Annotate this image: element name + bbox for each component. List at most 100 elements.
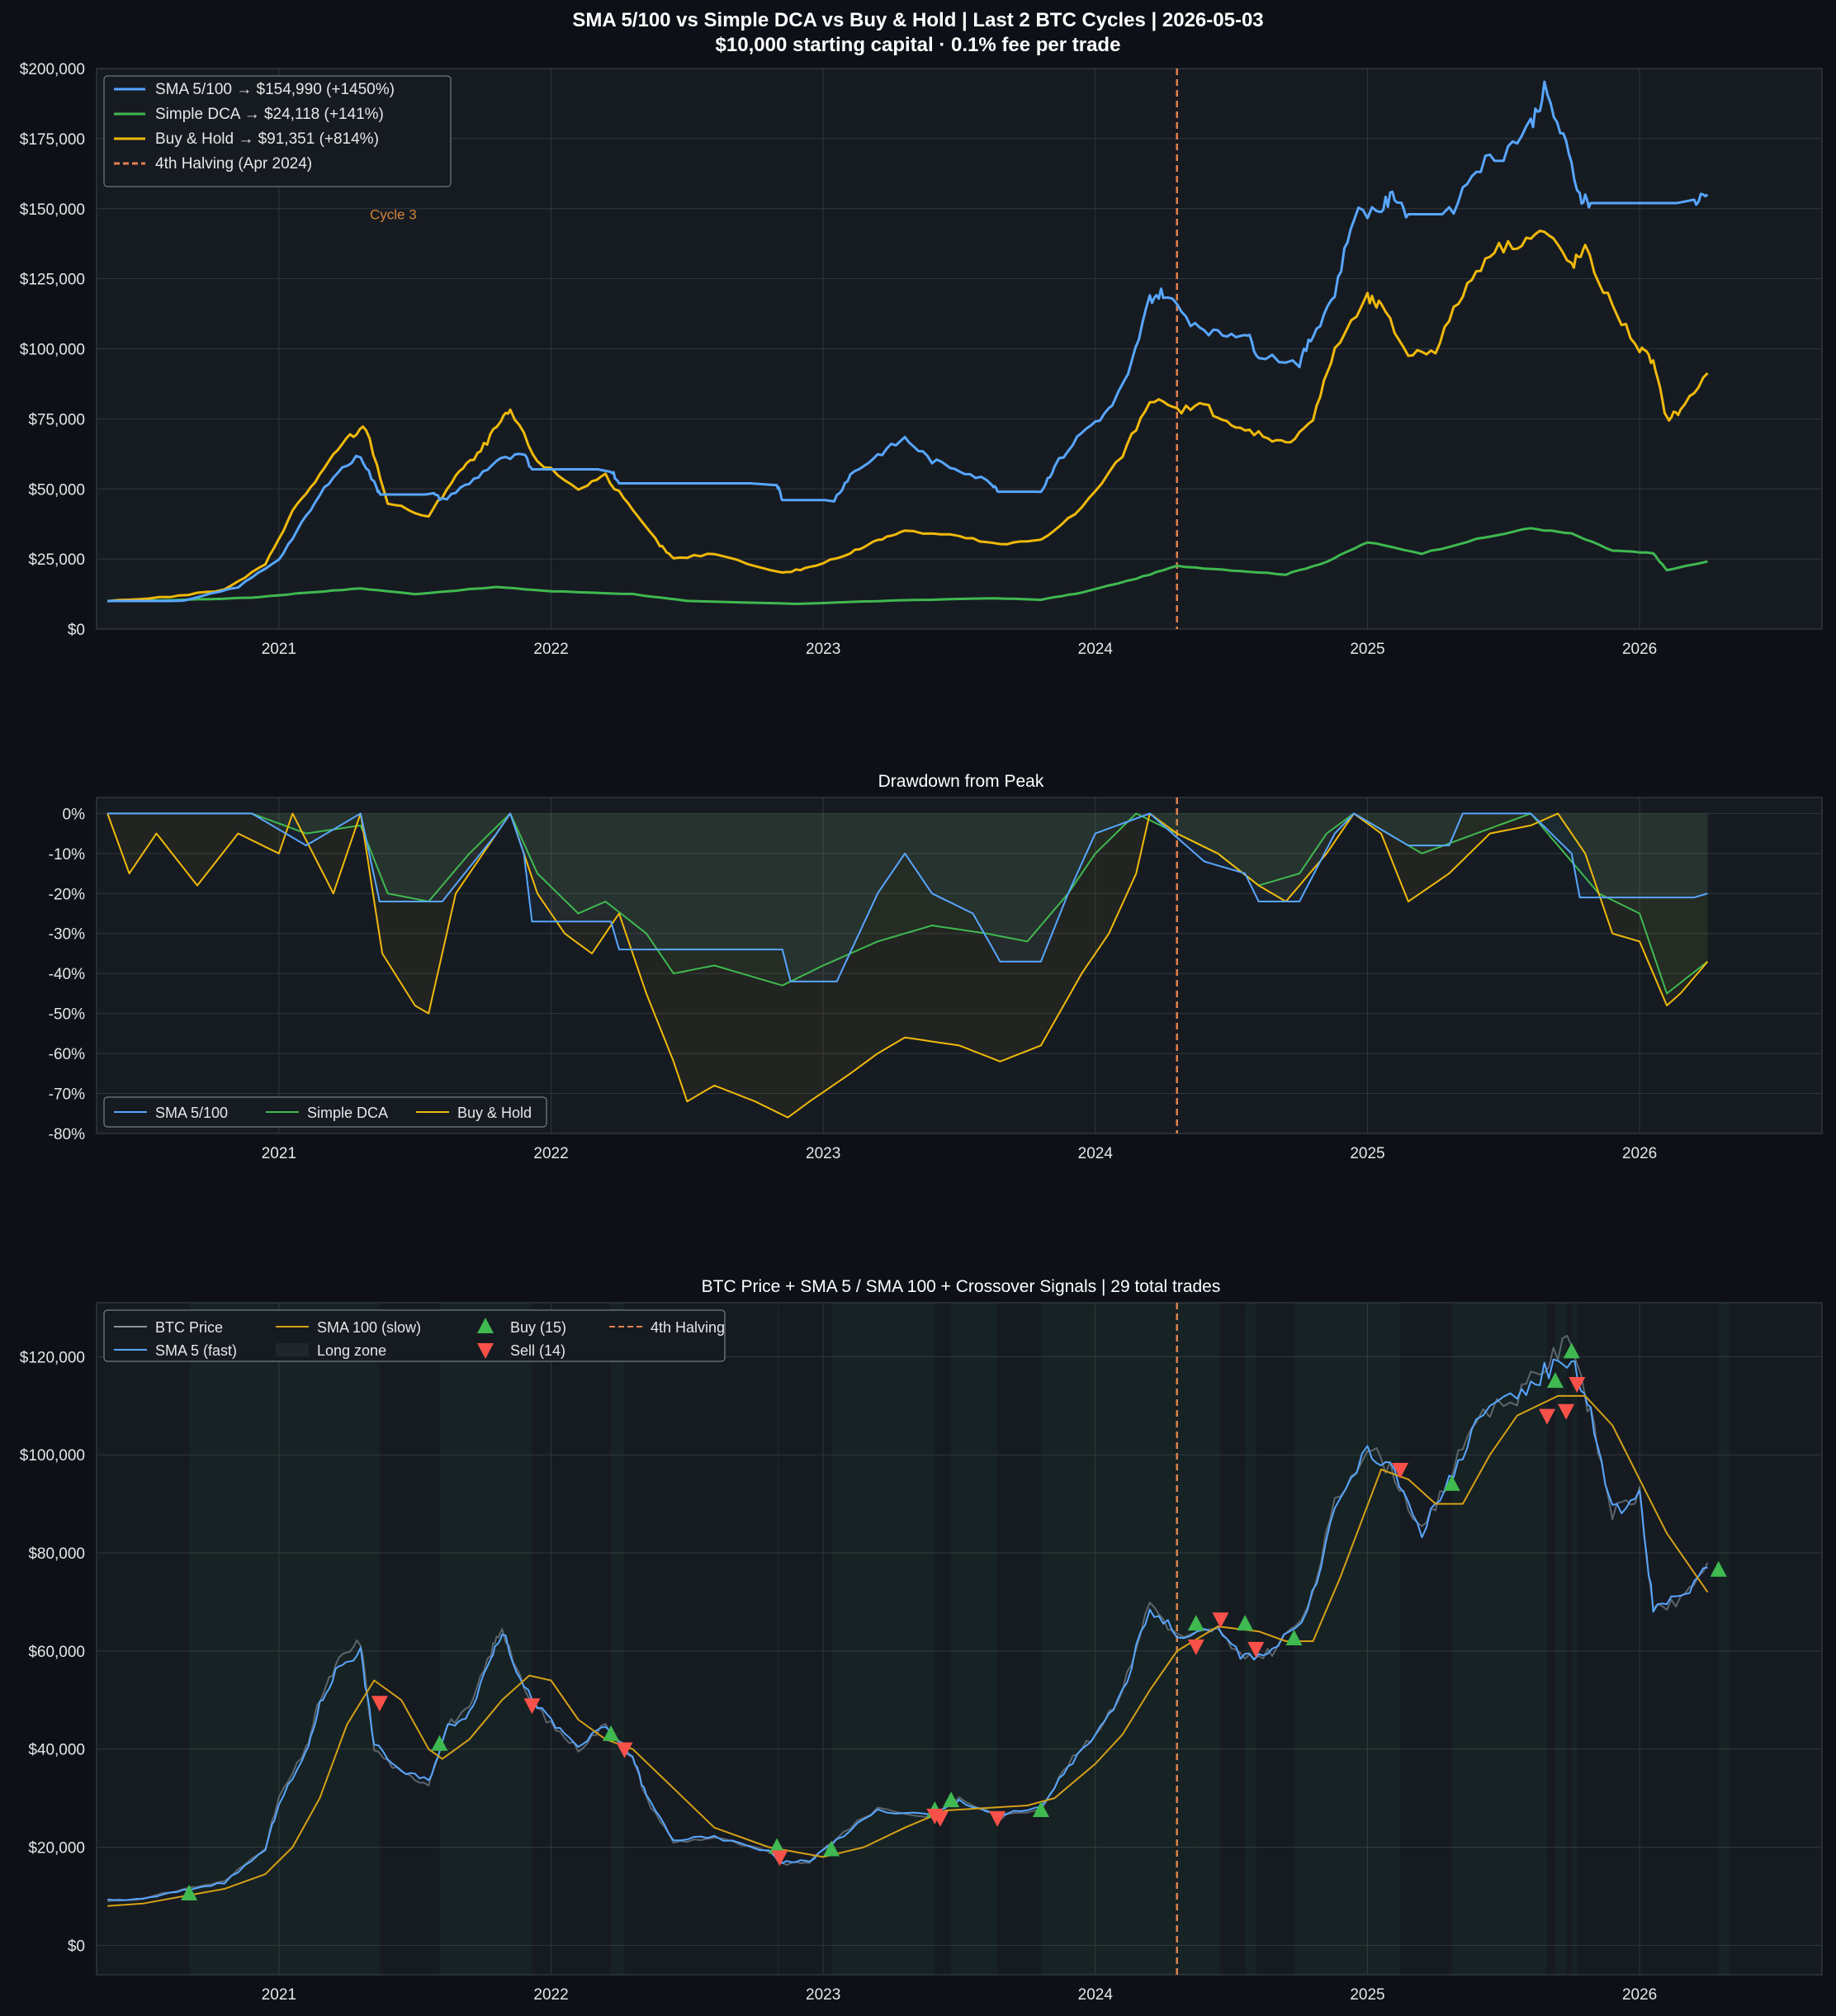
buy-marker (1187, 1615, 1204, 1631)
x-tick-label: 2022 (533, 1145, 568, 1162)
series-line-dca (107, 812, 1709, 995)
buy-marker (603, 1725, 620, 1741)
y-tick-label: -10% (49, 846, 85, 864)
legend-label-dca: Simple DCA (307, 1105, 388, 1121)
buy-marker (181, 1884, 198, 1900)
y-tick-label: 0% (63, 806, 86, 823)
sell-marker (1539, 1408, 1556, 1425)
cycle-annotation: Cycle 3 (370, 207, 417, 223)
y-tick-label: -20% (49, 886, 85, 903)
x-tick-label: 2026 (1622, 641, 1657, 658)
x-tick-label: 2023 (806, 1986, 840, 2004)
long-zone (1294, 1303, 1401, 1975)
legend-swatch (477, 1343, 494, 1359)
y-tick-label: -30% (49, 926, 85, 944)
sell-marker (989, 1810, 1006, 1827)
long-zone (1554, 1303, 1567, 1975)
x-tick-label: 2022 (533, 641, 568, 658)
drawdown-fill-dca (107, 813, 1708, 994)
series-line-sma (107, 80, 1709, 603)
x-tick-label: 2025 (1350, 641, 1384, 658)
equity-chart: 2021 2022 2023 2024 2025 2026 $0 $25,000 $50,000… (20, 61, 1823, 658)
long-zone (831, 1303, 935, 1975)
sell-marker (1212, 1612, 1229, 1629)
long-zone (439, 1303, 532, 1975)
long-zone (951, 1303, 998, 1975)
x-tick-label: 2023 (806, 641, 840, 658)
legend-box (103, 75, 452, 187)
legend-label-bh: Buy & Hold → $91,351 (+814%) (155, 130, 379, 148)
signals-chart: BTC Price + SMA 5 / SMA 100 + Crossover … (20, 1277, 1823, 2004)
y-tick-label: -50% (49, 1006, 85, 1024)
drawdown-fill-sma (107, 813, 1708, 982)
legend-label-bh: Buy & Hold (457, 1105, 532, 1121)
y-tick-label: $120,000 (20, 1349, 85, 1366)
y-tick-label: $50,000 (28, 481, 85, 499)
y-tick-label: $40,000 (28, 1742, 85, 1759)
legend-label: SMA 100 (slow) (317, 1319, 421, 1336)
x-tick-label: 2021 (262, 641, 296, 658)
legend-label-dca: Simple DCA → $24,118 (+141%) (155, 106, 384, 123)
legend-label: 4th Halving (651, 1319, 725, 1336)
legend-label: BTC Price (155, 1319, 223, 1336)
drawdown-fill-bh (107, 813, 1708, 1118)
plot-area (96, 1302, 1823, 1976)
long-zone (1451, 1303, 1548, 1975)
y-tick-label: $125,000 (20, 272, 85, 289)
sell-marker (771, 1850, 788, 1867)
sell-marker (523, 1698, 541, 1715)
x-tick-label: 2021 (262, 1986, 296, 2004)
buy-marker (431, 1734, 448, 1751)
long-zone (1718, 1303, 1730, 1975)
legend-label-sma: SMA 5/100 → $154,990 (+1450%) (155, 81, 395, 98)
sell-marker (1247, 1641, 1265, 1658)
buy-marker (1546, 1372, 1564, 1389)
drawdown-chart-title: Drawdown from Peak (878, 772, 1044, 791)
sell-marker (616, 1742, 633, 1758)
sell-marker (1558, 1403, 1575, 1420)
y-tick-label: $20,000 (28, 1840, 85, 1857)
long-zone (189, 1303, 380, 1975)
series-line-dca (107, 527, 1708, 605)
buy-marker (1237, 1615, 1254, 1631)
long-zone (777, 1303, 780, 1975)
sell-marker (1569, 1377, 1586, 1394)
x-tick-label: 2024 (1078, 1986, 1114, 2004)
y-tick-label: $0 (68, 1938, 85, 1955)
x-tick-label: 2024 (1078, 1145, 1114, 1162)
x-tick-label: 2026 (1622, 1986, 1657, 2004)
y-tick-label: $80,000 (28, 1545, 85, 1563)
x-tick-label: 2024 (1078, 641, 1114, 658)
y-tick-label: $100,000 (20, 1447, 85, 1465)
x-tick-label: 2026 (1622, 1145, 1657, 1162)
y-tick-label: $100,000 (20, 342, 85, 359)
legend-label: SMA 5 (fast) (155, 1342, 237, 1359)
x-tick-label: 2025 (1350, 1145, 1384, 1162)
legend-label-sma: SMA 5/100 (155, 1105, 228, 1121)
y-tick-label: -80% (49, 1126, 85, 1143)
series-line-bh (107, 230, 1709, 603)
buy-marker (769, 1838, 786, 1854)
legend-swatch (276, 1343, 309, 1356)
buy-marker (1285, 1630, 1303, 1645)
buy-marker (1710, 1560, 1727, 1577)
legend-swatch (477, 1318, 494, 1333)
figure-title: SMA 5/100 vs Simple DCA vs Buy & Hold | … (572, 9, 1263, 31)
series-line-sma (107, 1358, 1708, 1901)
series-line-bh (106, 812, 1709, 1119)
x-tick-label: 2025 (1350, 1986, 1384, 2004)
figure-subtitle: $10,000 starting capital · 0.1% fee per … (716, 34, 1121, 56)
y-tick-label: -60% (49, 1046, 85, 1063)
x-tick-label: 2021 (262, 1145, 296, 1162)
x-tick-label: 2022 (533, 1986, 568, 2004)
long-zone (611, 1303, 625, 1975)
legend-box (103, 1309, 726, 1362)
drawdown-chart: Drawdown from Peak 2021 2022 2023 2024 2025 2… (49, 772, 1823, 1162)
sell-marker (931, 1810, 949, 1827)
legend-label: Long zone (317, 1342, 386, 1359)
y-tick-label: -70% (49, 1086, 85, 1104)
y-tick-label: $75,000 (28, 411, 85, 428)
y-tick-label: $200,000 (20, 61, 85, 78)
sell-marker (1392, 1463, 1409, 1479)
